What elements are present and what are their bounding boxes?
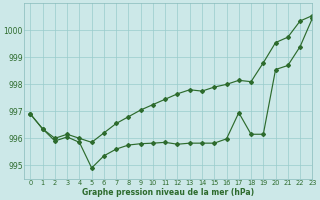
X-axis label: Graphe pression niveau de la mer (hPa): Graphe pression niveau de la mer (hPa) (82, 188, 254, 197)
